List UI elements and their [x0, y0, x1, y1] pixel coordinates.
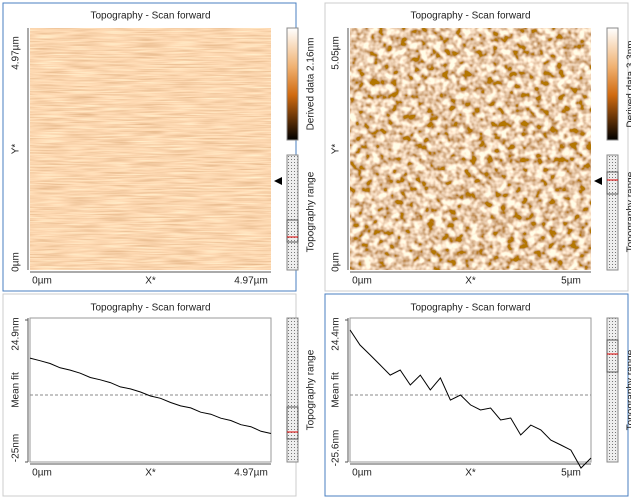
x-label: 0µm	[352, 468, 372, 479]
y-label: 5.05µm	[331, 36, 342, 70]
x-label: X*	[145, 276, 156, 287]
topography-image	[30, 28, 271, 270]
y-label: Mean fit	[11, 372, 22, 408]
y-label: 4.97µm	[11, 36, 22, 70]
color-bar-label: Derived data 3.3nm	[626, 40, 631, 127]
afm-window: Topography - Scan forward 0µm X* 4.97µm 0µm Y…	[0, 0, 631, 497]
y-label: 0µm	[331, 252, 342, 272]
panel-title: Topography - Scan forward	[410, 303, 530, 314]
x-label: 4.97µm	[234, 468, 268, 479]
plot-area	[350, 318, 591, 462]
range-bar	[287, 155, 298, 270]
color-bar	[287, 28, 298, 140]
color-bar-label: Derived data 2.16nm	[306, 38, 317, 131]
y-label: 0µm	[11, 252, 22, 272]
range-label: Topography range	[626, 349, 631, 430]
x-label: 0µm	[32, 468, 52, 479]
x-label: 0µm	[32, 276, 52, 287]
range-label: Topography range	[626, 171, 631, 252]
x-label: X*	[465, 468, 476, 479]
range-label: Topography range	[306, 349, 317, 430]
y-tick-label: -25nm	[11, 434, 22, 462]
y-label: Y*	[11, 144, 22, 155]
range-arrow	[594, 177, 602, 185]
x-label: 4.97µm	[234, 276, 268, 287]
y-tick-label: 24.4nm	[331, 317, 342, 350]
y-label: Y*	[331, 144, 342, 155]
color-bar	[607, 28, 618, 140]
y-tick-label: 24.9nm	[11, 317, 22, 350]
y-label: Mean fit	[331, 372, 342, 408]
x-label: X*	[465, 276, 476, 287]
range-label: Topography range	[306, 171, 317, 252]
plot-area	[30, 318, 271, 462]
range-arrow	[274, 177, 282, 185]
y-tick-label: -25.6nm	[331, 430, 342, 467]
topography-image	[350, 28, 591, 270]
panel-title: Topography - Scan forward	[90, 303, 210, 314]
x-label: 5µm	[561, 276, 581, 287]
x-label: 0µm	[352, 276, 372, 287]
panel-title: Topography - Scan forward	[90, 11, 210, 22]
panel-title: Topography - Scan forward	[410, 11, 530, 22]
range-bar	[287, 318, 298, 462]
x-label: X*	[145, 468, 156, 479]
x-label: 5µm	[561, 468, 581, 479]
